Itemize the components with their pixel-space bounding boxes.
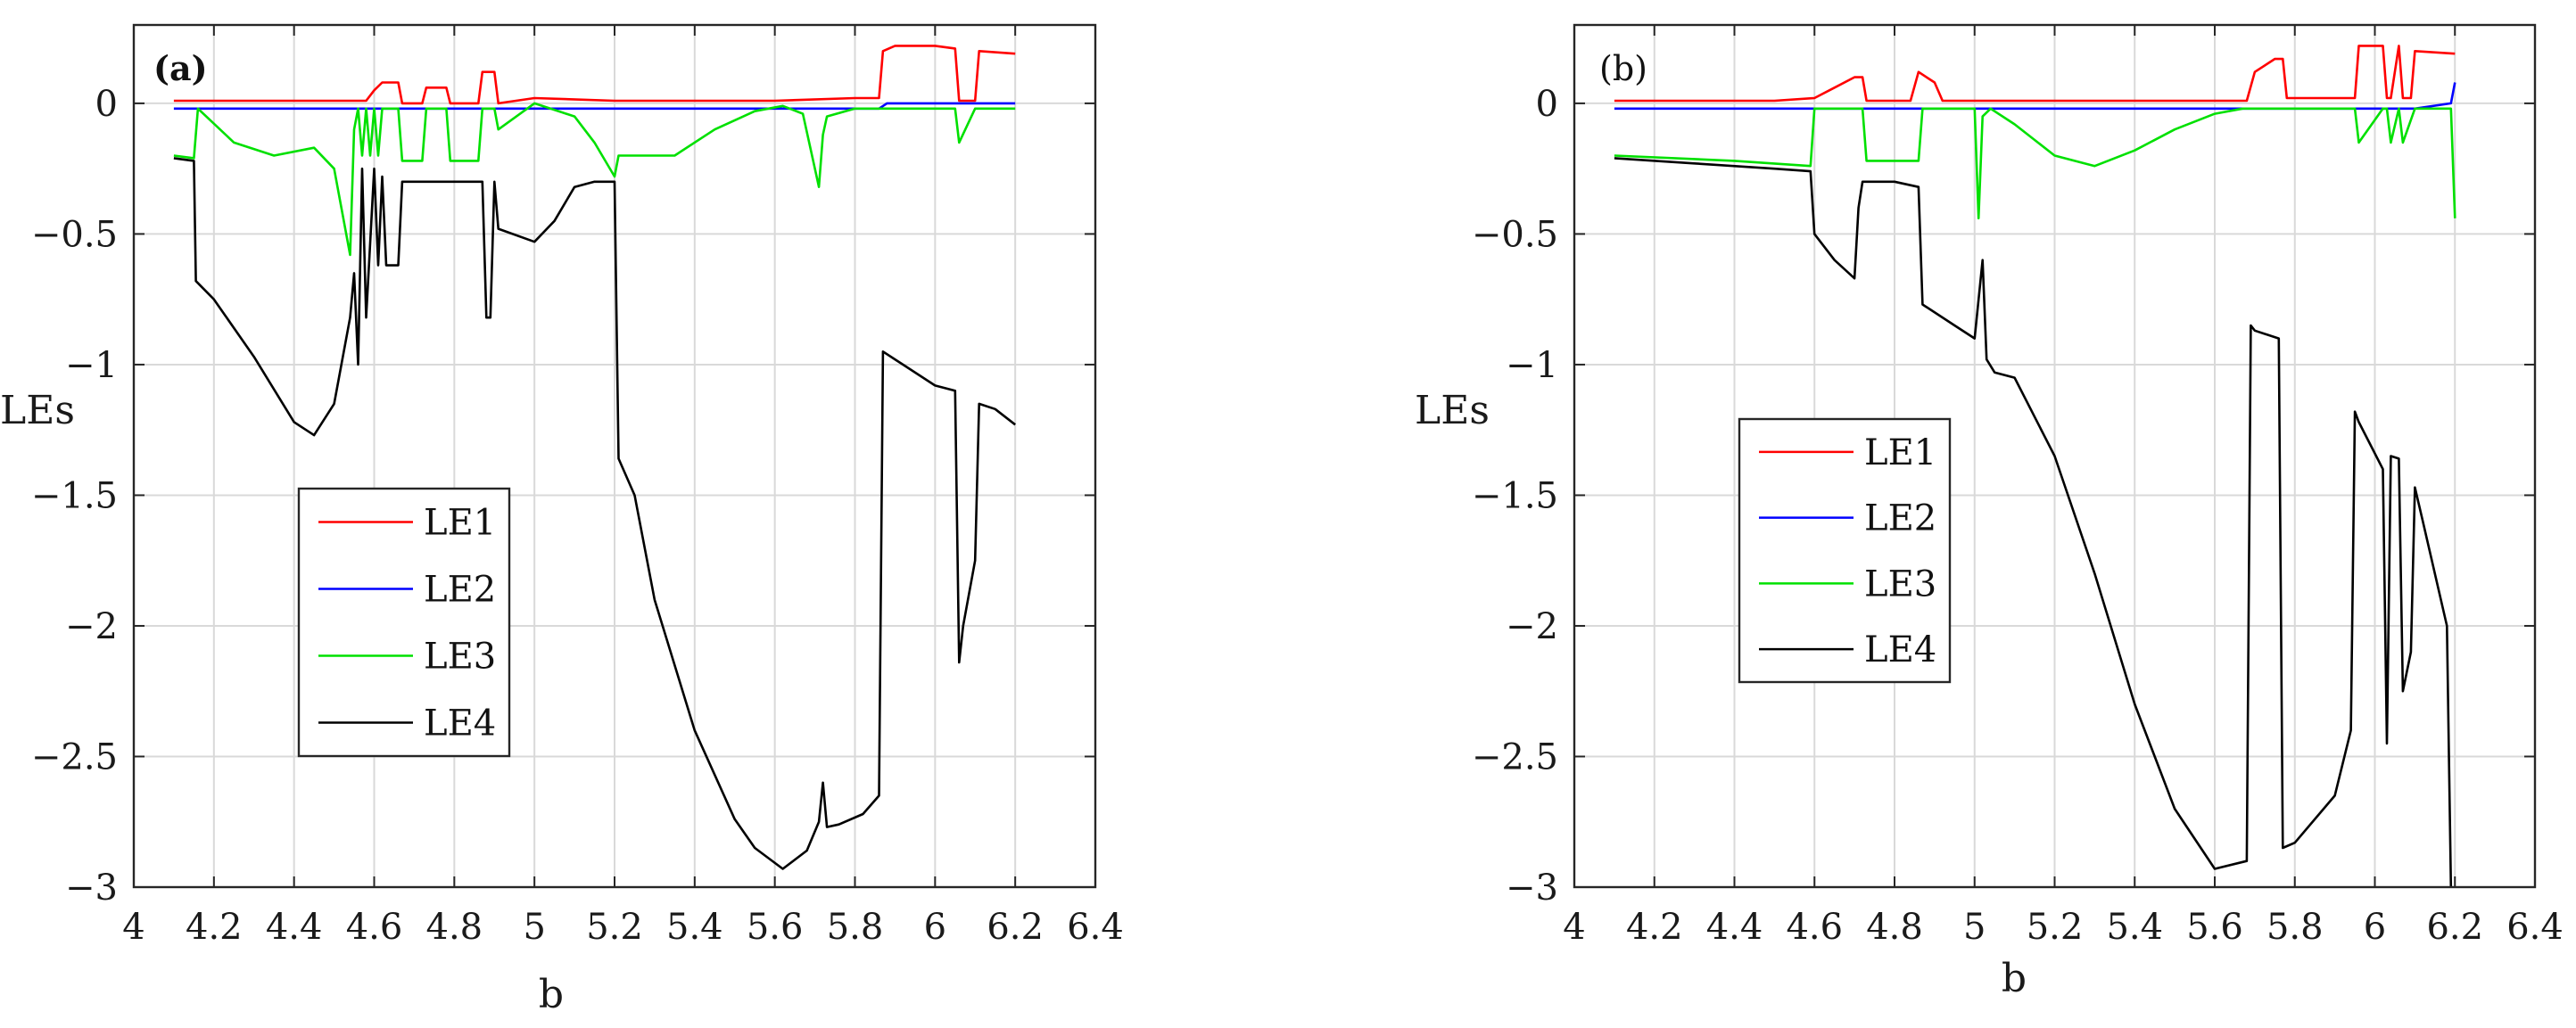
y-tick-label: 0: [95, 84, 118, 125]
x-tick-label: 5.6: [747, 907, 804, 948]
legend-label-le3: LE3: [424, 637, 496, 678]
panel-a: 4 4.2 4.4 4.6 4.8 5 5.2 5.4 5.6 5.8 6 6.2 6.4 0 −0.5 −1…: [0, 23, 1124, 1017]
x-tick-label: 6.2: [987, 907, 1044, 948]
y-axis-label: LEs: [1415, 388, 1490, 433]
y-tick-label: −1: [1506, 345, 1558, 386]
legend-label-le2: LE2: [424, 570, 496, 611]
x-tick-label: 5.6: [2186, 907, 2243, 948]
x-tick-label: 4.4: [266, 907, 323, 948]
x-tick-label: 4.6: [1786, 907, 1843, 948]
y-tick-label: −2.5: [31, 736, 118, 777]
y-tick-label: −0.5: [1472, 214, 1558, 255]
x-tick-label: 5: [523, 907, 545, 948]
y-tick-label: −2.5: [1472, 736, 1558, 777]
panel-label: (a): [153, 48, 208, 88]
y-tick-label: −1.5: [1472, 475, 1558, 516]
series-line-le3: [1614, 107, 2456, 220]
x-tick-label: 6: [924, 907, 946, 948]
x-tick-label: 5.4: [2106, 907, 2163, 948]
x-tick-label: 4.2: [1626, 907, 1683, 948]
x-tick-label: 5.8: [827, 907, 884, 948]
y-tick-label: −1: [65, 345, 118, 386]
legend: LE1 LE2 LE3 LE4: [1738, 417, 1952, 684]
series-line-le1: [173, 45, 1016, 105]
x-tick-label: 6.4: [1067, 907, 1124, 948]
legend-box: [1738, 417, 1952, 684]
x-tick-label: 4.8: [1866, 907, 1923, 948]
panel-b: 4 4.2 4.4 4.6 4.8 5 5.2 5.4 5.6 5.8 6 6.2 6.4 0 −0.5 −1…: [1415, 23, 2564, 1001]
legend-label-le4: LE4: [424, 703, 496, 744]
y-tick-label: −3: [65, 868, 118, 909]
y-tick-label: −1.5: [31, 475, 118, 516]
legend-label-le2: LE2: [1864, 498, 1936, 539]
legend-box: [297, 487, 511, 758]
series-line-le4: [173, 157, 1016, 870]
x-axis-label: b: [2002, 956, 2027, 1001]
y-axis-label: LEs: [0, 388, 75, 433]
legend: LE1 LE2 LE3 LE4: [297, 487, 511, 758]
legend-label-le1: LE1: [424, 503, 496, 544]
x-tick-label: 5.2: [586, 907, 643, 948]
x-tick-label: 4: [1563, 907, 1585, 948]
legend-label-le1: LE1: [1864, 432, 1936, 473]
x-tick-label: 5.2: [2027, 907, 2084, 948]
x-tick-label: 4.8: [426, 907, 483, 948]
series-line-le3: [173, 102, 1016, 257]
series-line-le4: [1614, 157, 2453, 888]
x-tick-label: 5.4: [666, 907, 723, 948]
y-tick-label: 0: [1536, 84, 1558, 125]
x-tick-label: 4: [122, 907, 144, 948]
x-tick-label: 4.6: [346, 907, 403, 948]
y-tick-label: −2: [65, 606, 118, 647]
y-tick-label: −3: [1506, 868, 1558, 909]
x-tick-label: 5.8: [2266, 907, 2324, 948]
y-tick-label: −0.5: [31, 214, 118, 255]
legend-label-le4: LE4: [1864, 629, 1936, 670]
x-tick-label: 4.2: [186, 907, 243, 948]
x-tick-label: 4.4: [1706, 907, 1763, 948]
legend-label-le3: LE3: [1864, 563, 1936, 604]
panel-label: (b): [1599, 49, 1647, 88]
x-tick-label: 5: [1963, 907, 1986, 948]
x-tick-label: 6.4: [2506, 907, 2564, 948]
y-tick-label: −2: [1506, 606, 1558, 647]
x-tick-label: 6.2: [2426, 907, 2483, 948]
x-axis-label: b: [539, 972, 564, 1017]
series-line-le1: [1614, 45, 2456, 103]
x-tick-label: 6: [2364, 907, 2386, 948]
